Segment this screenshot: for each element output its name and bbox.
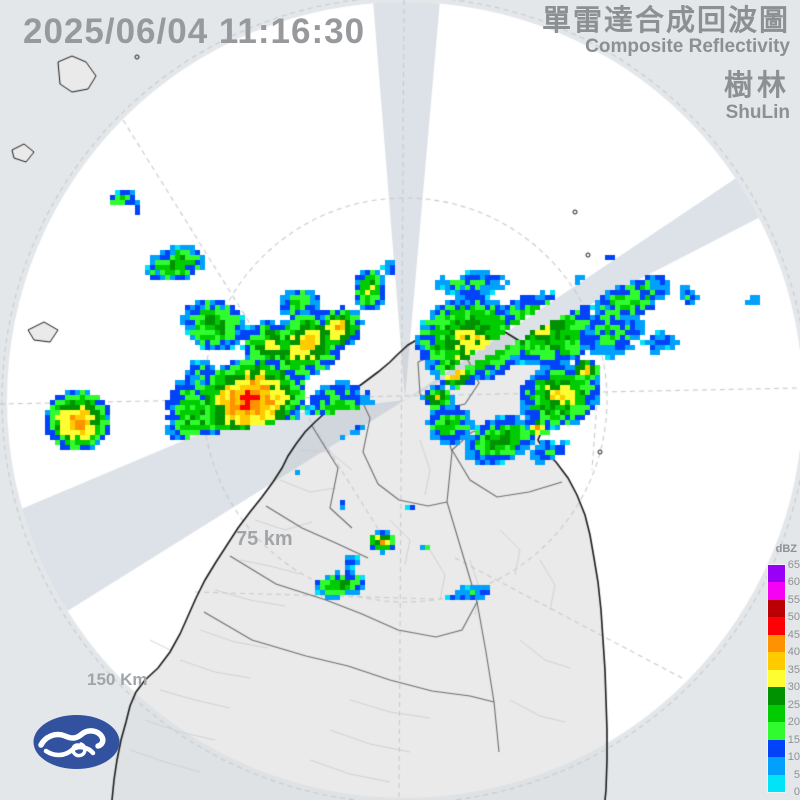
range-ring-label-75km: 75 km <box>236 528 293 550</box>
product-title-en: Composite Reflectivity <box>585 36 790 58</box>
station-name-zh: 樹林 <box>723 70 790 103</box>
header-titles: 單雷達合成回波圖 Composite Reflectivity 樹林 ShuLi… <box>542 6 790 123</box>
cwb-logo <box>33 715 120 769</box>
cwb-logo-wave-icon <box>38 728 106 758</box>
product-title-zh: 單雷達合成回波圖 <box>541 5 790 37</box>
station-name-en: ShuLin <box>725 101 790 123</box>
timestamp: 2025/06/04 11:16:30 <box>23 12 366 51</box>
range-ring-label-150km: 150 Km <box>87 670 148 689</box>
